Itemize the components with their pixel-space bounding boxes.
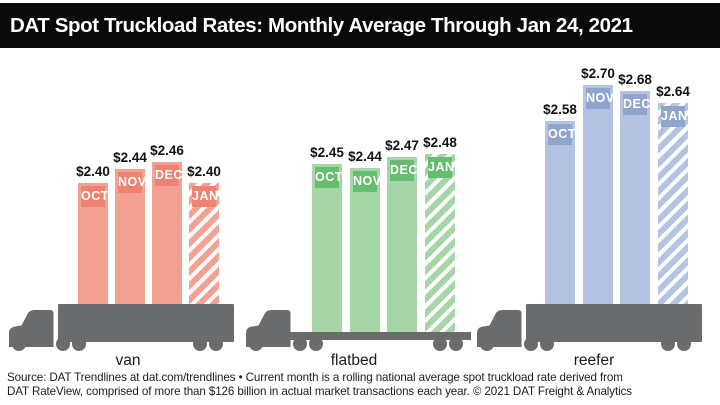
bar-value-label: $2.58 <box>543 102 577 117</box>
bar-month-tag: NOV <box>118 172 146 193</box>
van-bar-jan: $2.40 JAN <box>187 164 221 306</box>
reefer-bar-dec: $2.68 DEC <box>618 72 652 306</box>
bar-value-label: $2.48 <box>423 135 457 150</box>
bar-month-tag: JAN <box>661 106 687 127</box>
bar-month-tag: OCT <box>548 124 575 145</box>
source-note: Source: DAT Trendlines at dat.com/trendl… <box>7 371 717 398</box>
bar-month-tag: NOV <box>586 88 614 109</box>
bar-value-label: $2.45 <box>310 145 344 160</box>
flatbed-bar-nov: $2.44 NOV <box>348 149 382 334</box>
reefer-bar-jan: $2.64 JAN <box>656 84 690 306</box>
bar-month-tag: OCT <box>315 167 342 188</box>
source-line-2: DAT RateView, comprised of more than $12… <box>7 384 632 398</box>
group-label-reefer: reefer <box>573 352 615 369</box>
source-line-1: Source: DAT Trendlines at dat.com/trendl… <box>7 371 623 384</box>
van-bar-dec: $2.46 DEC <box>150 143 184 306</box>
van-truck-icon <box>6 300 236 352</box>
bar-value-label: $2.44 <box>113 150 147 165</box>
title-bar: DAT Spot Truckload Rates: Monthly Averag… <box>0 3 720 48</box>
chart-title: DAT Spot Truckload Rates: Monthly Averag… <box>10 13 633 37</box>
reefer-bar-nov: $2.70 NOV <box>581 66 615 306</box>
flatbed-bar-jan: $2.48 JAN <box>423 135 457 334</box>
van-bar-oct: $2.40 OCT <box>76 164 110 306</box>
bar-month-tag: JAN <box>428 157 454 178</box>
bar-month-tag: NOV <box>353 171 381 192</box>
bar-value-label: $2.40 <box>76 164 110 179</box>
semi-truck-box-silhouette <box>9 304 234 351</box>
semi-truck-flat-silhouette <box>246 310 471 351</box>
flatbed-truck-icon <box>243 300 473 352</box>
flatbed-bar-oct: $2.45 OCT <box>310 145 344 334</box>
flatbed-bar-dec: $2.47 DEC <box>385 138 419 334</box>
bar-month-tag: DEC <box>623 94 650 115</box>
van-bar-nov: $2.44 NOV <box>113 150 147 306</box>
bar-month-tag: OCT <box>81 186 108 207</box>
bar-value-label: $2.64 <box>656 84 690 99</box>
bar-value-label: $2.40 <box>187 164 221 179</box>
bar-value-label: $2.47 <box>385 138 419 153</box>
bar-value-label: $2.68 <box>618 72 652 87</box>
bar-value-label: $2.46 <box>150 143 184 158</box>
bar-month-tag: DEC <box>390 160 417 181</box>
semi-truck-box-silhouette <box>477 304 702 351</box>
group-label-van: van <box>115 352 141 369</box>
reefer-bar-oct: $2.58 OCT <box>543 102 577 306</box>
bar-month-tag: JAN <box>192 186 218 207</box>
bar-value-label: $2.70 <box>581 66 615 81</box>
reefer-truck-icon <box>474 300 704 352</box>
bar-month-tag: DEC <box>155 165 182 186</box>
bar-value-label: $2.44 <box>348 149 382 164</box>
group-label-flatbed: flatbed <box>330 352 378 369</box>
